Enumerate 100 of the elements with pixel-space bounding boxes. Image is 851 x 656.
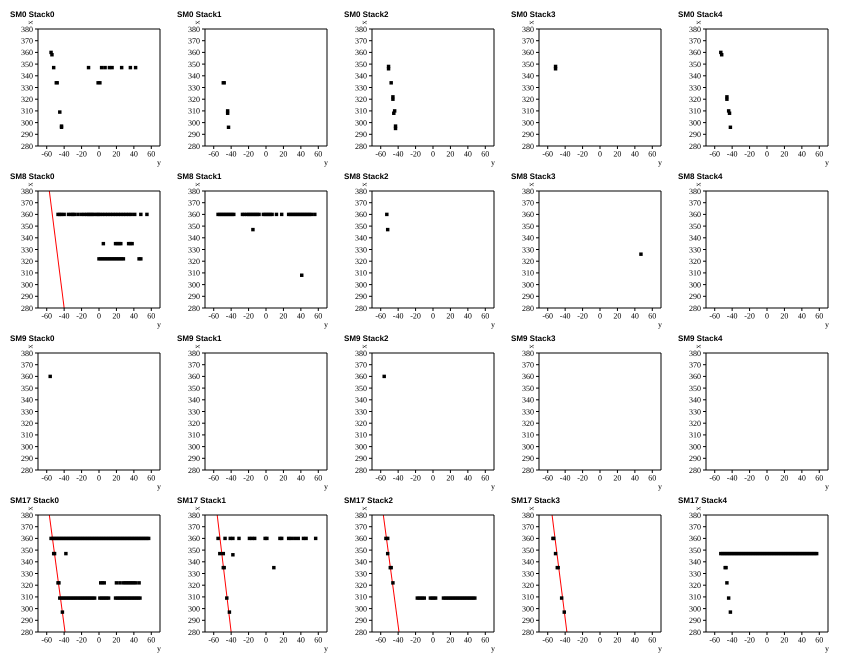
- x-tick-label: 40: [296, 312, 305, 321]
- y-tick-label: 310: [21, 268, 33, 278]
- y-tick-label: 370: [689, 360, 701, 370]
- x-tick-label: -60: [542, 636, 554, 645]
- x-tick-label: 0: [97, 636, 101, 645]
- y-tick-label: 340: [355, 72, 367, 81]
- y-tick-label: 340: [21, 72, 33, 81]
- x-axis-title: y: [324, 320, 328, 329]
- x-tick-label: 60: [815, 636, 824, 645]
- x-tick-label: 40: [630, 636, 639, 645]
- y-tick-label: 360: [689, 372, 701, 382]
- y-tick-label: 370: [21, 360, 33, 370]
- y-axis-title: x: [694, 20, 702, 24]
- y-tick-label: 360: [689, 48, 701, 58]
- x-tick-label: 0: [264, 474, 268, 483]
- x-tick-label: 0: [765, 312, 769, 321]
- x-tick-label: 0: [431, 312, 435, 321]
- x-tick-label: 20: [112, 312, 120, 321]
- chart-title: SM9 Stack3: [510, 333, 556, 344]
- chart-title: SM9 Stack0: [9, 333, 56, 344]
- x-tick-label: -40: [726, 150, 738, 159]
- x-tick-label: -60: [375, 150, 386, 159]
- y-tick-label: 280: [21, 142, 33, 151]
- x-tick-label: 20: [279, 312, 288, 321]
- y-tick-label: 300: [188, 280, 200, 290]
- x-tick-label: -40: [392, 150, 404, 159]
- y-tick-label: 350: [355, 546, 367, 555]
- y-tick-label: 340: [522, 558, 534, 567]
- x-tick-label: 40: [464, 474, 472, 483]
- y-tick-label: 370: [522, 198, 534, 208]
- x-tick-label: -40: [226, 636, 236, 645]
- y-tick-label: 350: [522, 546, 534, 555]
- x-tick-label: -40: [560, 312, 570, 321]
- y-tick-label: 290: [21, 454, 33, 464]
- x-tick-label: -60: [542, 312, 554, 321]
- y-tick-label: 370: [188, 198, 200, 208]
- y-tick-label: 280: [355, 142, 367, 151]
- x-tick-label: 40: [798, 150, 806, 159]
- y-tick-label: 280: [355, 466, 367, 475]
- x-tick-label: -20: [76, 150, 87, 159]
- y-tick-label: 340: [188, 72, 200, 81]
- y-tick-label: 300: [355, 442, 367, 452]
- y-tick-label: 340: [689, 72, 701, 81]
- x-axis-title: y: [491, 644, 495, 653]
- x-tick-label: -60: [709, 312, 720, 321]
- x-tick-label: -20: [410, 150, 421, 159]
- x-tick-label: -20: [577, 150, 588, 159]
- y-tick-label: 370: [689, 36, 701, 46]
- y-tick-label: 300: [689, 280, 701, 290]
- y-tick-label: 310: [21, 106, 33, 116]
- x-tick-label: 60: [147, 474, 156, 483]
- y-tick-label: 300: [689, 442, 701, 452]
- x-axis-title: y: [825, 482, 829, 491]
- x-tick-label: 20: [112, 474, 120, 483]
- x-tick-label: 60: [314, 474, 322, 483]
- chart-title: SM0 Stack4: [677, 9, 724, 20]
- y-tick-label: 340: [21, 234, 33, 243]
- y-tick-label: 340: [188, 234, 200, 243]
- x-tick-label: -20: [243, 312, 254, 321]
- y-tick-label: 350: [522, 60, 534, 69]
- y-tick-label: 290: [355, 292, 367, 302]
- x-axis-title: y: [157, 320, 161, 329]
- y-tick-label: 320: [689, 95, 701, 104]
- x-tick-label: -60: [542, 150, 554, 159]
- y-tick-label: 310: [355, 106, 367, 116]
- x-tick-label: 40: [130, 636, 138, 645]
- y-tick-label: 300: [355, 604, 367, 614]
- x-tick-label: 60: [648, 636, 656, 645]
- y-tick-label: 340: [21, 396, 33, 405]
- y-tick-label: 290: [522, 292, 534, 302]
- y-tick-label: 320: [522, 95, 534, 104]
- y-tick-label: 330: [21, 407, 33, 416]
- y-tick-label: 350: [355, 384, 367, 393]
- x-tick-label: 60: [147, 312, 156, 321]
- y-axis-title: x: [192, 344, 202, 348]
- x-tick-label: 40: [296, 636, 305, 645]
- x-tick-label: 60: [147, 636, 156, 645]
- y-tick-label: 300: [522, 118, 534, 128]
- y-tick-label: 330: [355, 407, 367, 416]
- x-tick-label: 0: [97, 474, 101, 483]
- x-tick-label: -60: [542, 474, 554, 483]
- y-tick-label: 290: [689, 292, 701, 302]
- y-tick-label: 330: [689, 83, 701, 92]
- y-tick-label: 280: [21, 628, 33, 637]
- y-tick-label: 330: [522, 245, 534, 254]
- y-tick-label: 290: [21, 130, 33, 140]
- y-tick-label: 280: [21, 466, 33, 475]
- y-tick-label: 380: [689, 510, 701, 520]
- y-tick-label: 310: [188, 592, 200, 602]
- x-tick-label: -60: [208, 312, 220, 321]
- x-axis-title: y: [491, 158, 495, 167]
- y-tick-label: 340: [689, 234, 701, 243]
- y-tick-label: 330: [188, 83, 200, 92]
- x-tick-label: 60: [648, 312, 656, 321]
- y-tick-label: 350: [355, 60, 367, 69]
- y-tick-label: 280: [689, 466, 701, 475]
- y-tick-label: 300: [689, 604, 701, 614]
- y-tick-label: 340: [188, 558, 200, 567]
- x-tick-label: -40: [58, 636, 70, 645]
- y-tick-label: 280: [355, 304, 367, 313]
